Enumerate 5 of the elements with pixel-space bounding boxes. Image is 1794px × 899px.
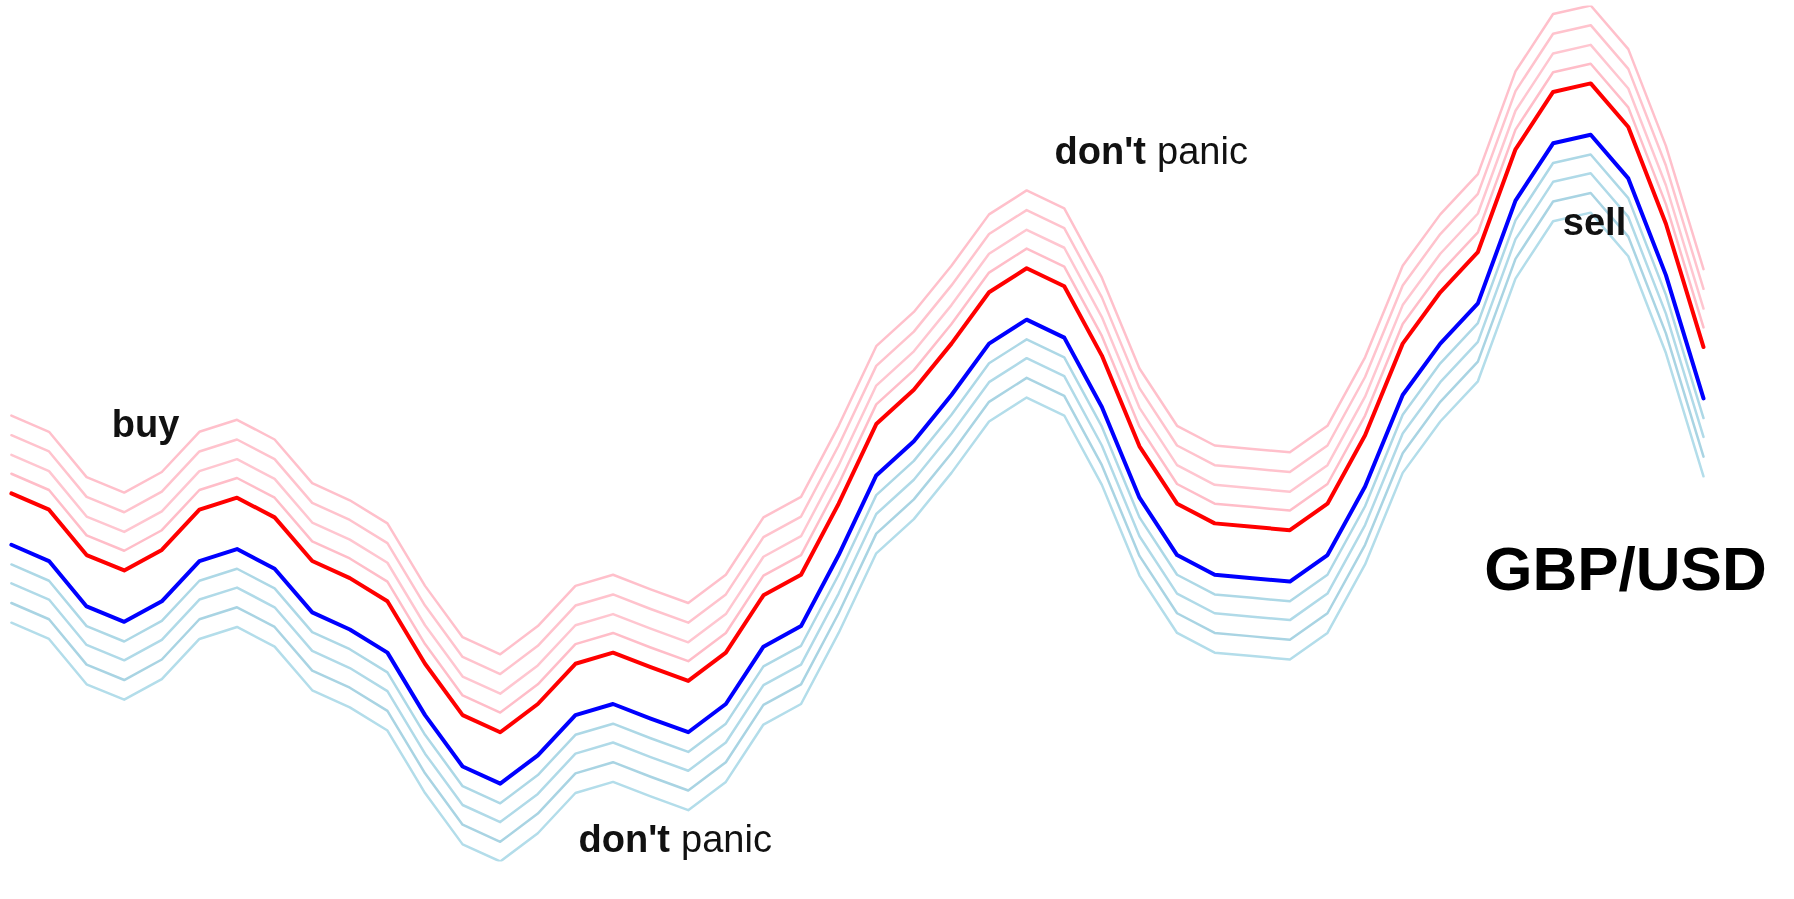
annotation: sell bbox=[1562, 200, 1627, 243]
annotation: don't panic bbox=[578, 817, 772, 860]
annotation: don't panic bbox=[1054, 129, 1248, 172]
annotation: buy bbox=[111, 402, 180, 445]
text: GBP/USD bbox=[1484, 533, 1767, 603]
